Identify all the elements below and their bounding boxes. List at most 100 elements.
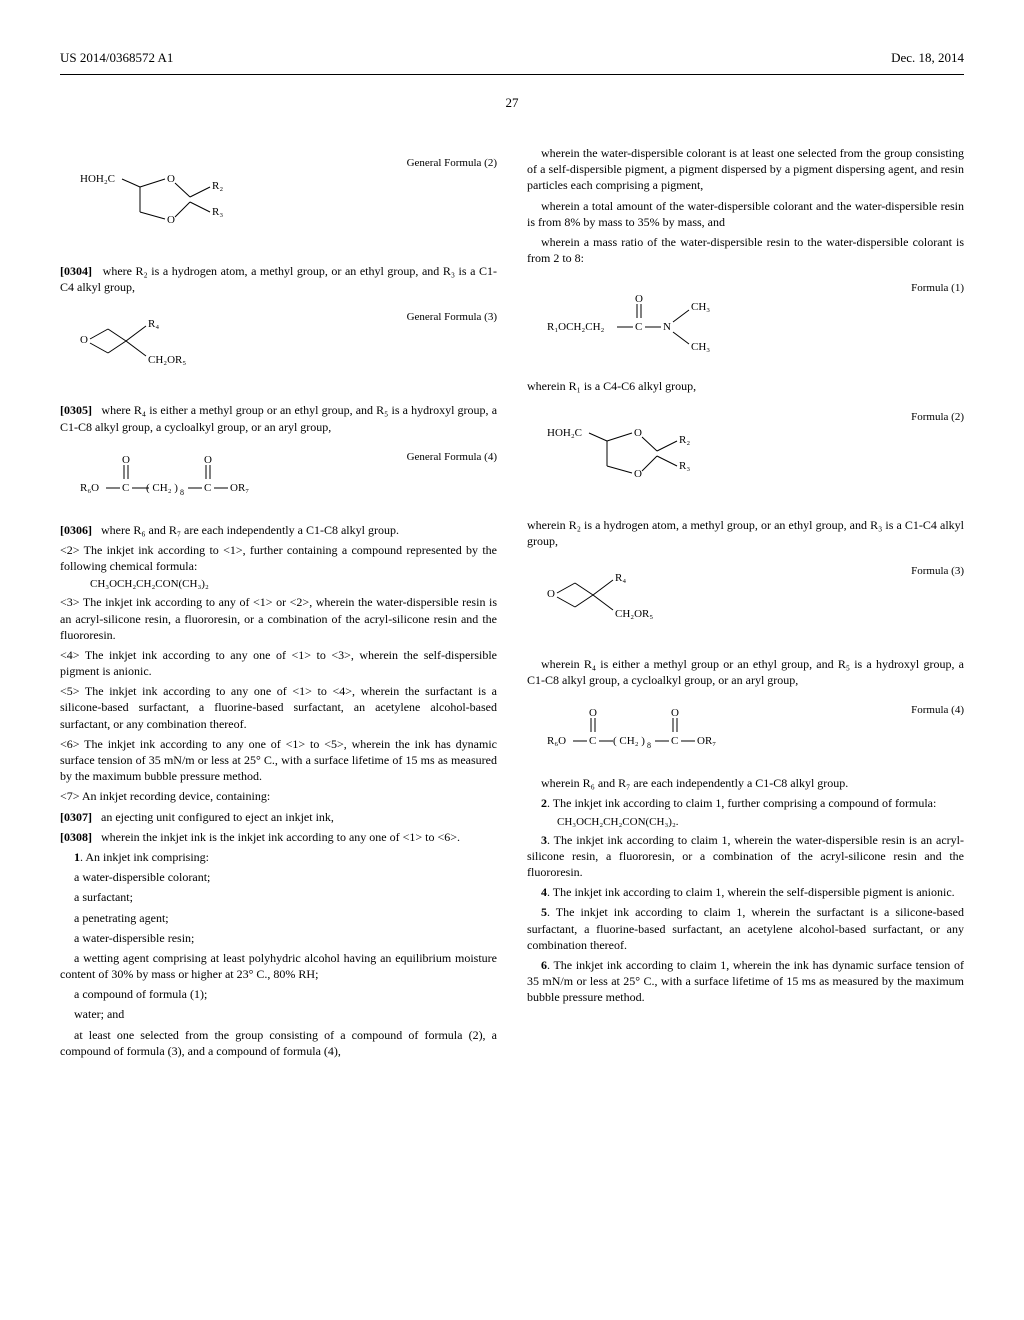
svg-text:O: O [167, 173, 175, 185]
page-header: US 2014/0368572 A1 Dec. 18, 2014 [60, 50, 964, 66]
general-formula-2: General Formula (2) HOH₂C O O R₂ R₃ [80, 157, 497, 247]
formula-4-structure: R₆O C O ( CH₂ ) 8 C O OR₇ [547, 704, 777, 759]
formula-4: Formula (4) R₆O C O ( CH₂ ) 8 C O OR₇ [547, 704, 964, 759]
svg-text:8: 8 [647, 741, 651, 750]
formula-label: General Formula (3) [407, 311, 497, 323]
svg-text:R₆O: R₆O [80, 482, 99, 494]
chemical-formula: CH₃OCH₂CH₂CON(CH₃)₂. [557, 816, 964, 828]
claim-1a: a water-dispersible colorant; [60, 869, 497, 885]
svg-text:CH₂OR₅: CH₂OR₅ [615, 608, 653, 620]
publication-date: Dec. 18, 2014 [891, 50, 964, 66]
formula-2-text: wherein R₂ is a hydrogen atom, a methyl … [527, 517, 964, 549]
claim-text: . The inkjet ink according to claim 1, f… [547, 796, 936, 810]
svg-text:O: O [635, 293, 643, 305]
formula-label: Formula (2) [911, 411, 964, 423]
svg-text:O: O [547, 588, 555, 600]
svg-text:CH₃: CH₃ [691, 301, 710, 313]
paragraph-0304: [0304] where R₂ is a hydrogen atom, a me… [60, 263, 497, 295]
formula-2: Formula (2) HOH₂C O O R₂ R₃ [547, 411, 964, 501]
claim-text: . The inkjet ink according to claim 1, w… [527, 833, 964, 879]
claim-text: . The inkjet ink according to claim 1, w… [547, 885, 955, 899]
claim-3: 3. The inkjet ink according to claim 1, … [527, 832, 964, 881]
claim-1d: a water-dispersible resin; [60, 930, 497, 946]
svg-text:C: C [122, 482, 129, 494]
svg-text:O: O [122, 454, 130, 466]
svg-text:O: O [589, 707, 597, 719]
svg-text:8: 8 [180, 488, 184, 497]
claim-6: 6. The inkjet ink according to claim 1, … [527, 957, 964, 1006]
claim-2: 2. The inkjet ink according to claim 1, … [527, 795, 964, 811]
item-5: <5> The inkjet ink according to any one … [60, 683, 497, 732]
svg-text:HOH₂C: HOH₂C [547, 427, 582, 439]
svg-text:( CH₂ ): ( CH₂ ) [613, 735, 645, 747]
item-7: <7> An inkjet recording device, containi… [60, 788, 497, 804]
claim-1f: a compound of formula (1); [60, 986, 497, 1002]
formula-1: Formula (1) R₁OCH₂CH₂ C O N CH₃ CH₃ [547, 282, 964, 362]
svg-text:CH₃: CH₃ [691, 341, 710, 353]
publication-number: US 2014/0368572 A1 [60, 50, 173, 66]
svg-text:R₄: R₄ [148, 318, 159, 330]
claim-text: . The inkjet ink according to claim 1, w… [527, 905, 964, 951]
item-6: <6> The inkjet ink according to any one … [60, 736, 497, 785]
formula-4-text: wherein R₆ and R₇ are each independently… [527, 775, 964, 791]
formula-3-text: wherein R₄ is either a methyl group or a… [527, 656, 964, 688]
formula-1-text: wherein R₁ is a C4-C6 alkyl group, [527, 378, 964, 394]
claim-1h: at least one selected from the group con… [60, 1027, 497, 1059]
svg-text:O: O [671, 707, 679, 719]
paragraph-0305: [0305] where R₄ is either a methyl group… [60, 402, 497, 434]
general-formula-3: General Formula (3) O R₄ CH₂OR₅ [80, 311, 497, 386]
right-column: wherein the water-dispersible colorant i… [527, 141, 964, 1063]
svg-text:R₆O: R₆O [547, 735, 566, 747]
formula-label: Formula (1) [911, 282, 964, 294]
svg-text:O: O [80, 334, 88, 346]
wherein-1: wherein the water-dispersible colorant i… [527, 145, 964, 194]
item-3: <3> The inkjet ink according to any of <… [60, 594, 497, 643]
svg-text:R₂: R₂ [212, 180, 223, 192]
para-text: wherein the inkjet ink is the inkjet ink… [101, 830, 460, 844]
claim-text: . An inkjet ink comprising: [80, 850, 209, 864]
para-num: [0305] [60, 403, 92, 417]
header-rule [60, 74, 964, 75]
formula-1-structure: R₁OCH₂CH₂ C O N CH₃ CH₃ [547, 282, 777, 362]
claim-1e: a wetting agent comprising at least poly… [60, 950, 497, 982]
svg-text:N: N [663, 321, 671, 333]
wherein-3: wherein a mass ratio of the water-disper… [527, 234, 964, 266]
claim-1g: water; and [60, 1006, 497, 1022]
formula-2-structure: HOH₂C O O R₂ R₃ [80, 157, 260, 247]
wherein-2: wherein a total amount of the water-disp… [527, 198, 964, 230]
svg-text:O: O [167, 214, 175, 226]
svg-text:C: C [635, 321, 642, 333]
formula-4-structure: R₆O C O ( CH₂ ) 8 C O OR₇ [80, 451, 310, 506]
svg-text:R₃: R₃ [212, 206, 223, 218]
paragraph-0307: [0307] an ejecting unit configured to ej… [60, 809, 497, 825]
svg-text:CH₂OR₅: CH₂OR₅ [148, 354, 186, 366]
claim-5: 5. The inkjet ink according to claim 1, … [527, 904, 964, 953]
paragraph-0308: [0308] wherein the inkjet ink is the ink… [60, 829, 497, 845]
claim-1c: a penetrating agent; [60, 910, 497, 926]
svg-text:C: C [589, 735, 596, 747]
svg-text:O: O [634, 468, 642, 480]
svg-text:OR₇: OR₇ [697, 735, 716, 747]
para-num: [0307] [60, 810, 92, 824]
para-text: an ejecting unit configured to eject an … [101, 810, 334, 824]
claim-1: 1. An inkjet ink comprising: [60, 849, 497, 865]
two-column-layout: General Formula (2) HOH₂C O O R₂ R₃ [030… [60, 141, 964, 1063]
para-text: where R₆ and R₇ are each independently a… [101, 523, 399, 537]
para-num: [0308] [60, 830, 92, 844]
para-text: where R₄ is either a methyl group or an … [60, 403, 497, 433]
para-num: [0306] [60, 523, 92, 537]
svg-text:R₃: R₃ [679, 460, 690, 472]
para-num: [0304] [60, 264, 92, 278]
svg-text:C: C [671, 735, 678, 747]
svg-text:C: C [204, 482, 211, 494]
formula-label: Formula (4) [911, 704, 964, 716]
formula-3: Formula (3) O R₄ CH₂OR₅ [547, 565, 964, 640]
claim-text: . The inkjet ink according to claim 1, w… [527, 958, 964, 1004]
formula-3-structure: O R₄ CH₂OR₅ [547, 565, 707, 640]
svg-text:R₁OCH₂CH₂: R₁OCH₂CH₂ [547, 321, 605, 333]
svg-text:R₂: R₂ [679, 434, 690, 446]
item-2: <2> The inkjet ink according to <1>, fur… [60, 542, 497, 574]
paragraph-0306: [0306] where R₆ and R₇ are each independ… [60, 522, 497, 538]
svg-text:HOH₂C: HOH₂C [80, 173, 115, 185]
svg-text:( CH₂ ): ( CH₂ ) [146, 482, 178, 494]
